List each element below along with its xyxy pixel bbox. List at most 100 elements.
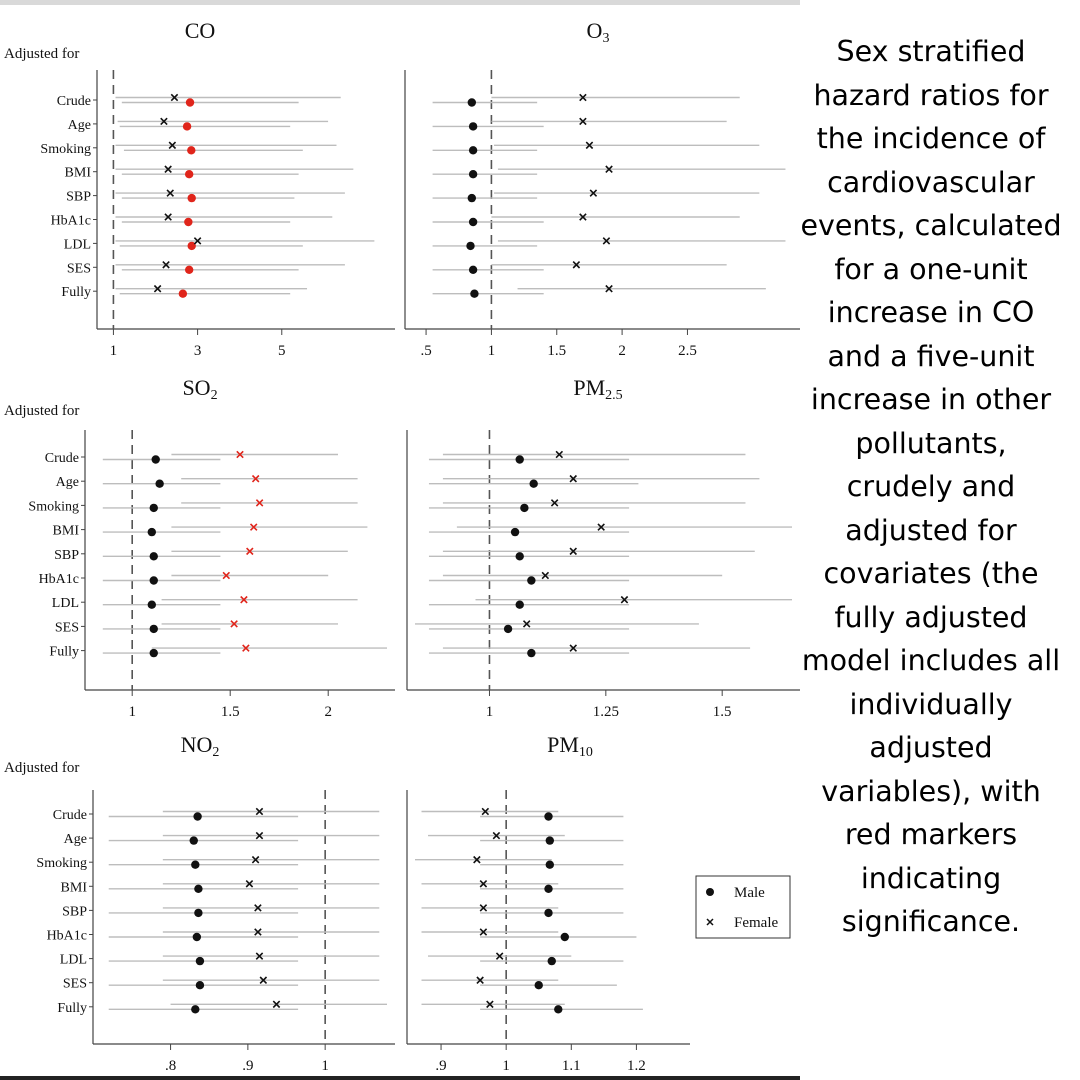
x-tick-label: 1.25 <box>593 704 619 720</box>
row-label: Smoking <box>40 142 91 157</box>
female-point <box>170 93 179 102</box>
female-point <box>569 644 578 652</box>
female-point <box>242 644 250 652</box>
row-label: Age <box>64 832 87 847</box>
row-label: SES <box>55 620 79 635</box>
row-axis-title: Adjusted for <box>4 403 79 419</box>
male-point <box>184 170 194 179</box>
female-point <box>550 499 559 507</box>
row-label: SBP <box>62 904 87 919</box>
female-point <box>153 284 162 293</box>
female-point <box>164 165 172 173</box>
panel-5: NO2 Adjusted for Crude Age Smoking BMI SBP HbA1… <box>4 732 395 1074</box>
row-label: SBP <box>54 548 79 563</box>
male-point <box>515 552 524 561</box>
male-point <box>191 860 200 869</box>
female-point <box>162 261 170 269</box>
panel-6: PM10 .9 1 1.1 1.2 <box>406 732 690 1074</box>
male-point <box>467 193 477 203</box>
male-point <box>155 479 164 488</box>
male-point <box>185 98 195 107</box>
female-point <box>479 928 488 936</box>
row-label: Fully <box>49 645 79 660</box>
male-point <box>554 1005 563 1014</box>
female-point <box>569 474 578 483</box>
male-point <box>192 932 202 942</box>
female-point <box>569 547 578 556</box>
female-point <box>492 831 501 840</box>
x-tick-label: 1 <box>128 704 136 720</box>
male-point <box>560 932 569 942</box>
female-point <box>579 93 587 102</box>
panel-title: O3 <box>587 18 610 46</box>
figure-caption: Sex stratified hazard ratios for the inc… <box>800 35 1062 938</box>
female-point <box>479 904 488 912</box>
male-point <box>147 527 156 537</box>
x-tick-label: 5 <box>278 343 286 359</box>
female-point <box>255 499 264 507</box>
male-point <box>189 836 198 845</box>
x-tick-label: 1.5 <box>713 704 732 720</box>
panel-title: NO2 <box>181 732 220 760</box>
panel-title-subscript: 2 <box>211 388 218 403</box>
female-point <box>479 880 488 888</box>
female-point <box>585 141 594 150</box>
male-point <box>547 956 556 966</box>
male-point <box>468 170 478 179</box>
male-point <box>184 217 193 227</box>
row-label: Fully <box>57 1001 87 1016</box>
x-tick-label: .9 <box>242 1058 253 1074</box>
male-point <box>534 981 543 990</box>
row-label: LDL <box>64 237 91 252</box>
panel-title-subscript: 10 <box>579 745 593 760</box>
female-point <box>230 620 238 628</box>
female-point <box>486 1000 494 1009</box>
female-point <box>240 595 248 604</box>
female-point <box>254 928 262 936</box>
panel-title: CO <box>185 18 216 43</box>
female-point <box>572 261 581 269</box>
male-point <box>468 122 478 131</box>
female-point <box>555 450 564 459</box>
male-point <box>194 884 203 893</box>
female-point <box>255 952 264 960</box>
male-point <box>468 265 478 274</box>
panel-3: SO2 Adjusted for Crude Age Smoking BMI SBP HbA1… <box>4 375 395 720</box>
female-point <box>476 976 484 984</box>
female-point <box>259 976 268 984</box>
male-point <box>468 217 478 227</box>
male-point <box>544 884 553 893</box>
male-point <box>527 576 536 585</box>
female-point <box>255 831 264 840</box>
x-tick-label: 1.1 <box>562 1058 581 1074</box>
legend-female-marker <box>706 918 714 926</box>
female-point <box>579 213 587 221</box>
panel-title: PM2.5 <box>573 375 622 403</box>
x-tick-label: 2 <box>324 704 332 720</box>
female-point <box>579 117 587 126</box>
panel-2: O3 .5 1 1.5 2 2.5 <box>404 18 800 359</box>
x-tick-label: 3 <box>194 343 202 359</box>
x-tick-label: .9 <box>435 1058 446 1074</box>
panel-title: SO2 <box>182 375 217 403</box>
male-point <box>149 624 158 634</box>
male-point <box>510 527 520 537</box>
female-point <box>272 1000 281 1009</box>
female-point <box>251 855 260 864</box>
female-point <box>602 237 611 245</box>
x-tick-label: 1.5 <box>547 343 566 359</box>
row-label: BMI <box>65 166 92 181</box>
male-point <box>529 479 538 488</box>
female-point <box>620 595 629 604</box>
female-point <box>246 547 254 556</box>
female-point <box>255 807 264 816</box>
row-axis-title: Adjusted for <box>4 46 79 62</box>
male-point <box>151 455 160 464</box>
x-tick-label: .8 <box>165 1058 176 1074</box>
male-point <box>515 600 524 609</box>
row-label: Fully <box>61 285 91 300</box>
x-tick-label: 1.5 <box>221 704 240 720</box>
row-label: SES <box>67 261 91 276</box>
male-point <box>527 648 536 658</box>
panel-title-subscript: 2.5 <box>605 388 623 403</box>
